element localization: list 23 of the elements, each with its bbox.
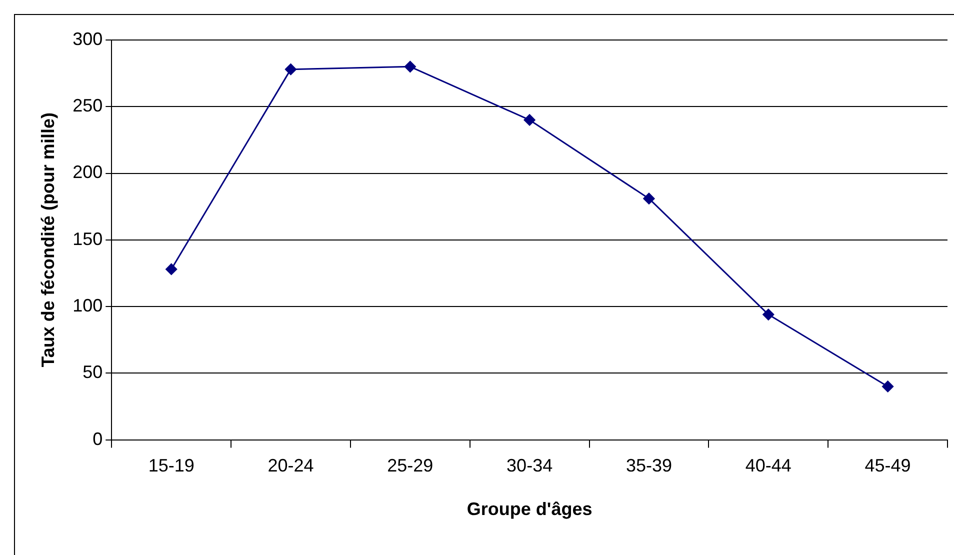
point	[524, 114, 536, 126]
y-axis-title: Taux de fécondité (pour mille)	[38, 112, 58, 368]
point	[762, 308, 774, 320]
y-tick-label: 250	[72, 96, 103, 116]
y-tick-label: 50	[82, 362, 103, 382]
x-tick-label: 35-39	[626, 456, 672, 476]
y-tick-label: 0	[92, 428, 103, 449]
x-tick-label: 20-24	[268, 456, 314, 476]
y-tick-label: 100	[72, 296, 103, 316]
point	[404, 60, 416, 72]
x-tick-label: 45-49	[864, 456, 911, 476]
point	[284, 64, 296, 76]
x-tick-label: 30-34	[506, 456, 553, 476]
point	[643, 192, 655, 204]
y-tick-label: 200	[72, 162, 103, 182]
y-tick-label: 150	[72, 228, 103, 249]
x-tick-label: 40-44	[745, 456, 792, 476]
x-tick-label: 15-19	[148, 456, 194, 476]
y-tick-label: 300	[72, 28, 103, 49]
x-axis-title: Groupe d'âges	[466, 499, 592, 520]
point	[882, 380, 894, 392]
x-tick-label: 25-29	[387, 456, 434, 476]
point	[166, 263, 178, 275]
